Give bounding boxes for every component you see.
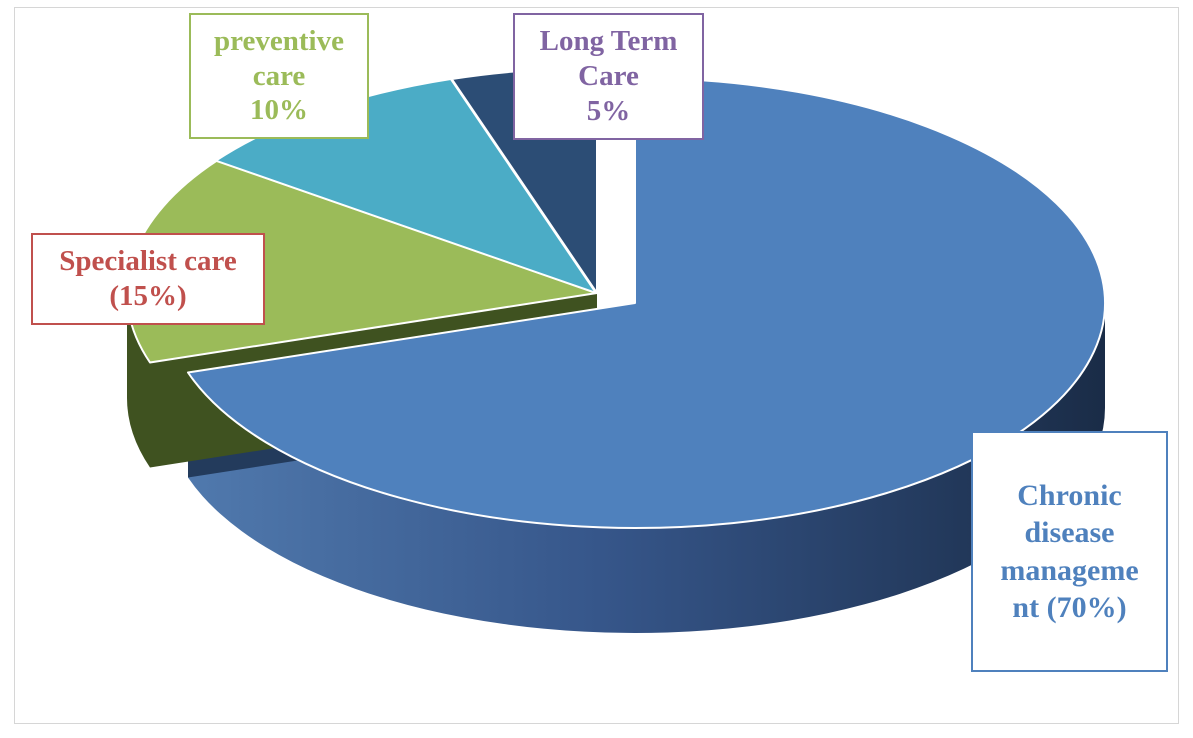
slice-side-specialist <box>127 293 150 468</box>
data-label-long-term-care: Long Term Care 5% <box>513 13 704 140</box>
data-label-line: disease <box>1024 516 1115 549</box>
data-label-preventive-care: preventive care 10% <box>189 13 369 139</box>
data-label-line: Chronic <box>1017 478 1122 512</box>
data-label-line: (15%) <box>109 280 187 312</box>
slice-side-chronic <box>188 303 1105 633</box>
data-label-line: manageme <box>1000 553 1139 587</box>
data-label-specialist-care: Specialist care (15%) <box>31 233 265 325</box>
data-label-line: Specialist care <box>59 245 237 278</box>
data-label-line: care <box>252 59 306 92</box>
data-label-line: preventive <box>214 24 344 57</box>
data-label-line: Care <box>578 60 639 93</box>
data-label-line: 5% <box>586 94 631 127</box>
data-label-line: Long Term <box>539 25 678 58</box>
data-label-chronic-disease-management: Chronic disease manageme nt (70%) <box>971 431 1168 672</box>
data-label-line: nt (70%) <box>1012 591 1127 624</box>
data-label-line: 10% <box>250 94 308 127</box>
